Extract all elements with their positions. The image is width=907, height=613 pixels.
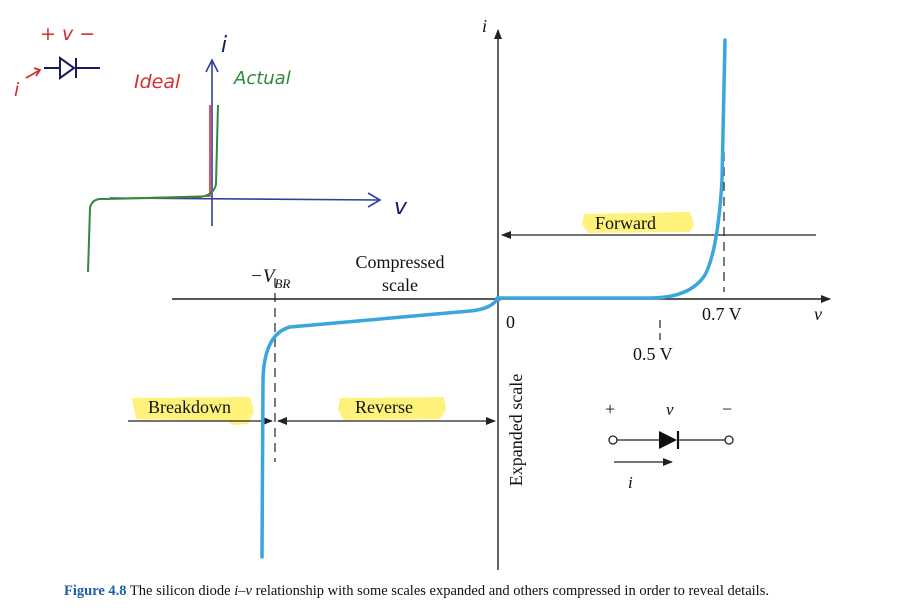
iv-curve [260,38,727,559]
caption-figure-number: Figure 4.8 [64,583,127,599]
sketch-ideal-label: Ideal [134,71,181,93]
symbol-v-label: v [666,400,674,419]
sketch-ideal-curve [99,105,211,200]
tick-05-label: 0.5 V [633,344,673,364]
sketch-v-axis [109,192,382,208]
vbr-label: −VBR [250,266,290,291]
expanded-scale-label: Expanded scale [506,374,526,486]
origin-dot [495,296,501,302]
reverse-highlight [338,397,446,420]
origin-label: 0 [506,312,515,332]
reverse-label: Reverse [355,397,413,417]
sketch-actual-label: Actual [233,68,291,89]
compressed-label-line2: scale [382,275,418,295]
sketch-i-axis-label: i [221,33,227,58]
sketch-v-axis-label: v [394,195,408,220]
diode-circuit-symbol: + v − i [605,399,734,492]
caption-text-after: relationship with some scales expanded a… [251,583,769,599]
breakdown-highlight [132,397,254,425]
i-axis-label: i [482,16,487,36]
breakdown-label: Breakdown [148,397,231,417]
caption-text-before: The silicon diode [126,583,235,599]
tick-07-label: 0.7 V [702,304,742,324]
symbol-plus-label: + [605,399,615,419]
symbol-terminal-right [724,435,734,445]
forward-highlight [582,212,694,233]
sketch-actual-curve [87,104,219,273]
forward-label: Forward [595,213,656,233]
sketch-current-arrow [25,67,42,79]
sketch-diode-symbol [44,56,100,80]
hand-sketch: + v − i Ideal Actual i v [14,23,408,273]
caption-text-italic: i–v [234,583,252,599]
compressed-label-line1: Compressed [356,252,445,272]
symbol-terminal-left [608,435,618,445]
sketch-current-label: i [14,79,20,101]
diode-triangle [659,431,677,449]
symbol-i-label: i [628,473,633,492]
v-axis-label: v [814,304,822,324]
sketch-polarity-label: + v − [40,23,95,45]
symbol-minus-label: − [722,399,732,419]
figure-caption: Figure 4.8 The silicon diode i–v relatio… [64,583,769,600]
